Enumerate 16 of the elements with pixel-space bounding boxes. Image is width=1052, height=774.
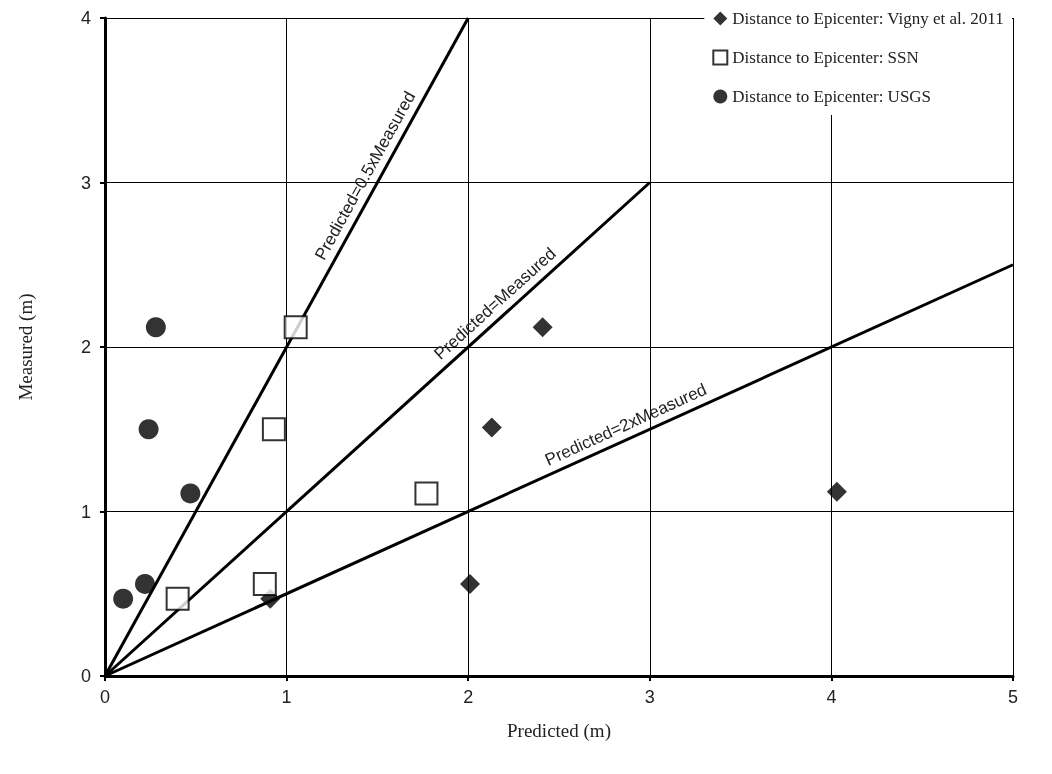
y-tick-label: 3 <box>80 172 91 193</box>
legend-label: Distance to Epicenter: USGS <box>732 87 932 106</box>
x-tick-label: 1 <box>281 687 292 707</box>
x-tick-label: 5 <box>1007 687 1019 707</box>
x-tick-label: 0 <box>99 687 111 707</box>
legend-label: Distance to Epicenter: SSN <box>732 48 919 67</box>
legend-label: Distance to Epicenter: Vigny et al. 2011 <box>732 9 1004 28</box>
x-tick-label: 2 <box>463 687 474 707</box>
x-axis-title: Predicted (m) <box>507 720 611 742</box>
x-tick-label: 4 <box>826 687 837 707</box>
x-tick-label: 3 <box>644 687 655 707</box>
y-tick-label: 2 <box>80 337 91 357</box>
y-axis-title: Measured (m) <box>15 293 37 401</box>
y-tick-label: 0 <box>80 666 91 686</box>
y-tick-label: 4 <box>80 8 91 28</box>
y-tick-label: 1 <box>80 501 91 522</box>
